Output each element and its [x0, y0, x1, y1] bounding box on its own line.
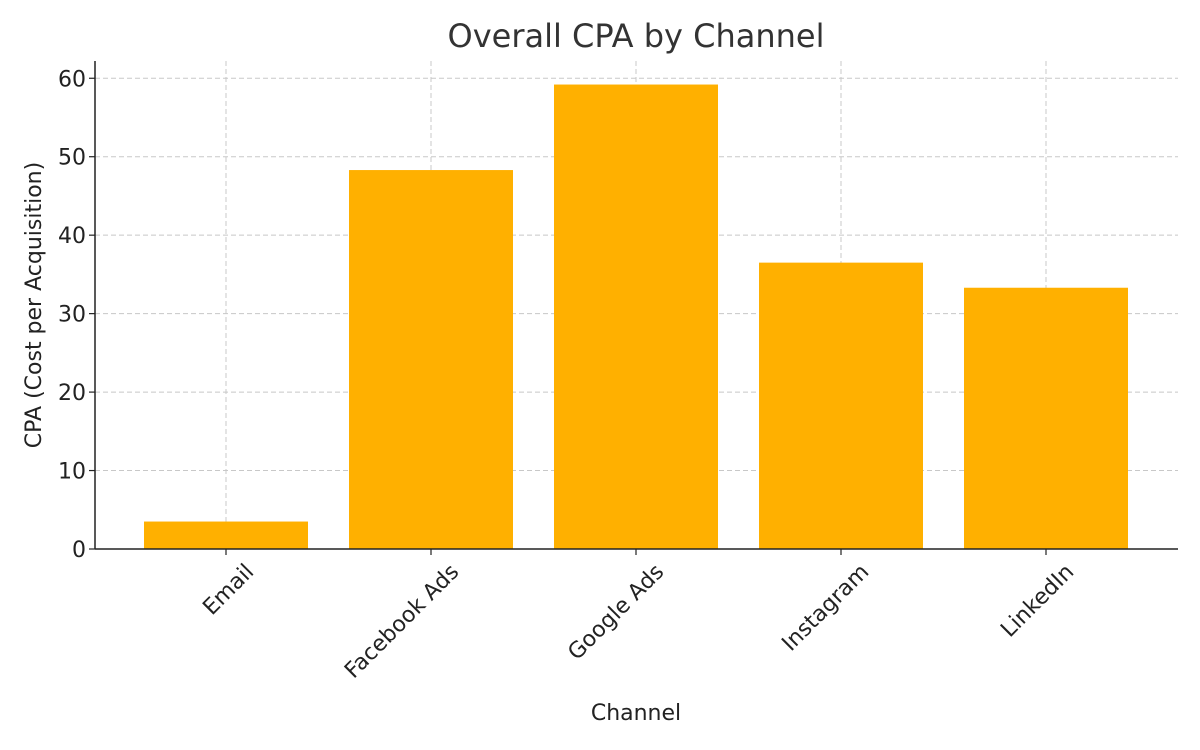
y-tick-label: 50 — [58, 146, 86, 171]
y-axis-label: CPA (Cost per Acquisition) — [22, 162, 47, 448]
bar-email — [144, 521, 308, 549]
x-axis-label: Channel — [591, 701, 681, 726]
bar-facebook-ads — [349, 170, 513, 549]
y-tick-label: 20 — [58, 381, 86, 406]
x-tick-label: Email — [198, 560, 259, 621]
x-axis-ticks: Email Facebook Ads Google Ads Instagram Link… — [198, 549, 1079, 684]
x-tick-label: Facebook Ads — [340, 560, 464, 684]
bar-google-ads — [554, 84, 718, 549]
x-tick-label: LinkedIn — [996, 560, 1079, 643]
x-tick-label: Google Ads — [563, 560, 669, 666]
y-tick-label: 40 — [58, 224, 86, 249]
y-axis-ticks: 0 10 20 30 40 50 60 — [58, 67, 95, 563]
bar-linkedin — [964, 287, 1128, 549]
y-tick-label: 10 — [58, 460, 86, 485]
y-tick-label: 60 — [58, 67, 86, 92]
chart-title: Overall CPA by Channel — [448, 17, 825, 55]
x-tick-label: Instagram — [777, 560, 874, 657]
bar-instagram — [759, 262, 923, 549]
bars — [144, 84, 1128, 549]
y-tick-label: 30 — [58, 303, 86, 328]
y-tick-label: 0 — [72, 538, 86, 563]
